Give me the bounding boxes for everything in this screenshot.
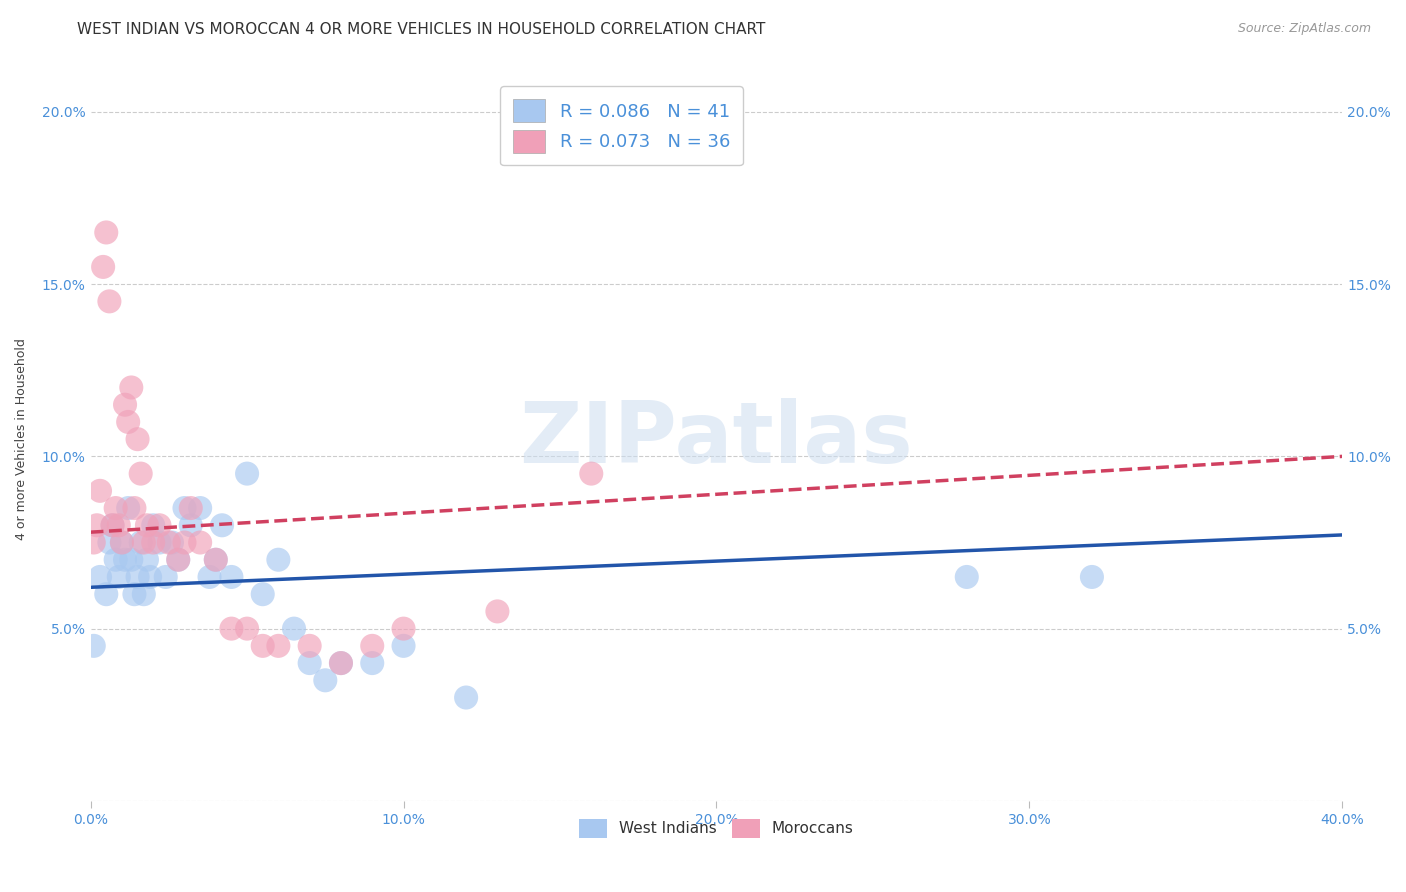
Point	[160, 535, 183, 549]
Point	[329, 656, 352, 670]
Point	[124, 587, 146, 601]
Point	[361, 639, 384, 653]
Point	[124, 501, 146, 516]
Point	[120, 553, 142, 567]
Point	[136, 518, 159, 533]
Point	[188, 535, 211, 549]
Legend: West Indians, Moroccans: West Indians, Moroccans	[574, 813, 859, 844]
Point	[283, 622, 305, 636]
Point	[148, 518, 170, 533]
Point	[236, 467, 259, 481]
Point	[392, 622, 415, 636]
Point	[86, 518, 108, 533]
Point	[107, 570, 129, 584]
Point	[221, 570, 243, 584]
Point	[252, 587, 274, 601]
Point	[236, 622, 259, 636]
Point	[96, 226, 118, 240]
Point	[180, 501, 202, 516]
Point	[204, 553, 226, 567]
Point	[96, 587, 118, 601]
Point	[101, 518, 124, 533]
Point	[129, 535, 152, 549]
Point	[456, 690, 478, 705]
Point	[267, 639, 290, 653]
Point	[83, 535, 105, 549]
Point	[136, 553, 159, 567]
Point	[104, 501, 127, 516]
Point	[120, 380, 142, 394]
Point	[142, 518, 165, 533]
Point	[98, 294, 121, 309]
Text: Source: ZipAtlas.com: Source: ZipAtlas.com	[1237, 22, 1371, 36]
Point	[211, 518, 233, 533]
Point	[148, 535, 170, 549]
Point	[132, 535, 155, 549]
Y-axis label: 4 or more Vehicles in Household: 4 or more Vehicles in Household	[15, 338, 28, 540]
Point	[221, 622, 243, 636]
Point	[298, 656, 321, 670]
Text: WEST INDIAN VS MOROCCAN 4 OR MORE VEHICLES IN HOUSEHOLD CORRELATION CHART: WEST INDIAN VS MOROCCAN 4 OR MORE VEHICL…	[77, 22, 766, 37]
Point	[188, 501, 211, 516]
Point	[252, 639, 274, 653]
Point	[101, 518, 124, 533]
Point	[89, 570, 111, 584]
Point	[114, 553, 136, 567]
Point	[956, 570, 979, 584]
Point	[127, 432, 149, 446]
Point	[91, 260, 114, 274]
Point	[114, 398, 136, 412]
Point	[267, 553, 290, 567]
Point	[329, 656, 352, 670]
Point	[167, 553, 190, 567]
Point	[180, 518, 202, 533]
Point	[198, 570, 221, 584]
Point	[129, 467, 152, 481]
Point	[173, 501, 195, 516]
Point	[142, 535, 165, 549]
Point	[581, 467, 603, 481]
Point	[314, 673, 336, 688]
Point	[392, 639, 415, 653]
Point	[117, 501, 139, 516]
Point	[486, 604, 509, 618]
Point	[157, 535, 180, 549]
Point	[83, 639, 105, 653]
Point	[361, 656, 384, 670]
Point	[117, 415, 139, 429]
Point	[127, 570, 149, 584]
Point	[167, 553, 190, 567]
Point	[298, 639, 321, 653]
Point	[173, 535, 195, 549]
Point	[104, 553, 127, 567]
Point	[204, 553, 226, 567]
Point	[111, 535, 134, 549]
Point	[111, 535, 134, 549]
Point	[132, 587, 155, 601]
Point	[155, 570, 177, 584]
Point	[139, 570, 162, 584]
Point	[98, 535, 121, 549]
Point	[107, 518, 129, 533]
Text: ZIPatlas: ZIPatlas	[520, 398, 914, 481]
Point	[1081, 570, 1104, 584]
Point	[89, 483, 111, 498]
